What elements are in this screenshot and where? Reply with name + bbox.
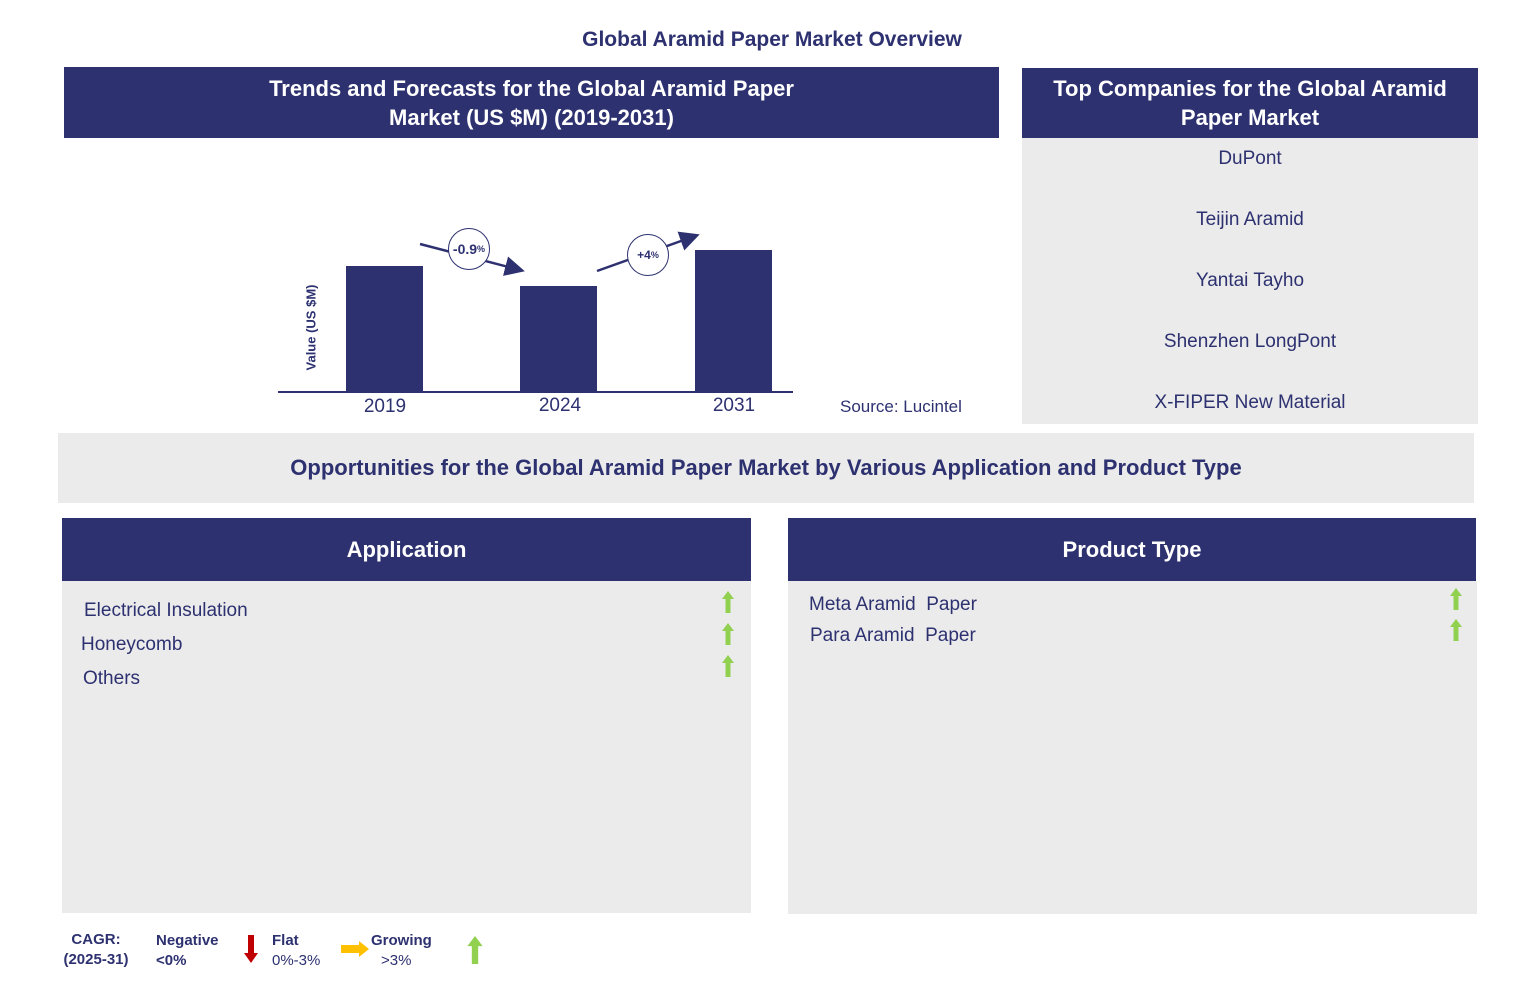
x-tick-2024: 2024 [538,395,582,416]
application-header: Application [62,518,751,581]
x-tick-2031: 2031 [712,395,756,416]
legend-negative: Negative <0% [156,932,219,969]
bar-2019 [346,266,423,392]
companies-title-line2: Paper Market [1180,105,1320,130]
application-item: Honeycomb [81,634,183,655]
chart-panel-header: Trends and Forecasts for the Global Aram… [64,67,999,138]
application-item: Electrical Insulation [84,600,248,621]
page-title: Global Aramid Paper Market Overview [582,28,962,51]
growing-arrow-icon [722,655,734,677]
source-label: Source: Lucintel [840,397,962,416]
x-axis-line [278,391,793,393]
company-item: Shenzhen LongPont [1163,331,1337,352]
company-item: DuPont [1218,148,1282,169]
negative-arrow-icon [244,935,258,963]
application-list: Electrical Insulation Honeycomb Others [62,581,751,913]
bar-2031 [695,250,772,392]
product-type-item: Meta Aramid Paper [809,594,977,615]
growing-arrow-icon [1450,619,1462,641]
chart-title-line2: Market (US $M) (2019-2031) [389,104,674,130]
product-type-list: Meta Aramid Paper Para Aramid Paper [788,581,1477,914]
growing-arrow-icon [467,936,483,964]
company-item: X-FIPER New Material [1154,392,1346,413]
legend-growing: Growing >3% [371,932,432,969]
y-axis-label: Value (US $M) [303,284,319,371]
application-item: Others [83,668,141,689]
legend-cagr: CAGR: (2025-31) [63,931,129,968]
x-tick-2019: 2019 [363,396,407,417]
company-item: Yantai Tayho [1195,270,1305,291]
growing-arrow-icon [1450,588,1462,610]
companies-list: DuPont Teijin Aramid Yantai Tayho Shenzh… [1022,138,1478,424]
flat-arrow-icon [341,941,369,957]
company-item: Teijin Aramid [1196,209,1304,230]
bar-2024 [520,286,597,392]
companies-header: Top Companies for the Global Aramid Pape… [1022,68,1478,138]
product-type-item: Para Aramid Paper [810,625,976,646]
opportunities-banner: Opportunities for the Global Aramid Pape… [58,433,1474,503]
cagr-badge-2024-2031: +4% [627,234,669,276]
legend-flat: Flat 0%-3% [272,932,321,969]
growing-arrow-icon [722,591,734,613]
cagr-badge-2019-2024: -0.9% [448,228,490,270]
chart-title-line1: Trends and Forecasts for the Global Aram… [269,75,794,101]
growing-arrow-icon [722,623,734,645]
companies-title-line1: Top Companies for the Global Aramid [1053,76,1447,101]
product-type-header: Product Type [788,518,1476,581]
